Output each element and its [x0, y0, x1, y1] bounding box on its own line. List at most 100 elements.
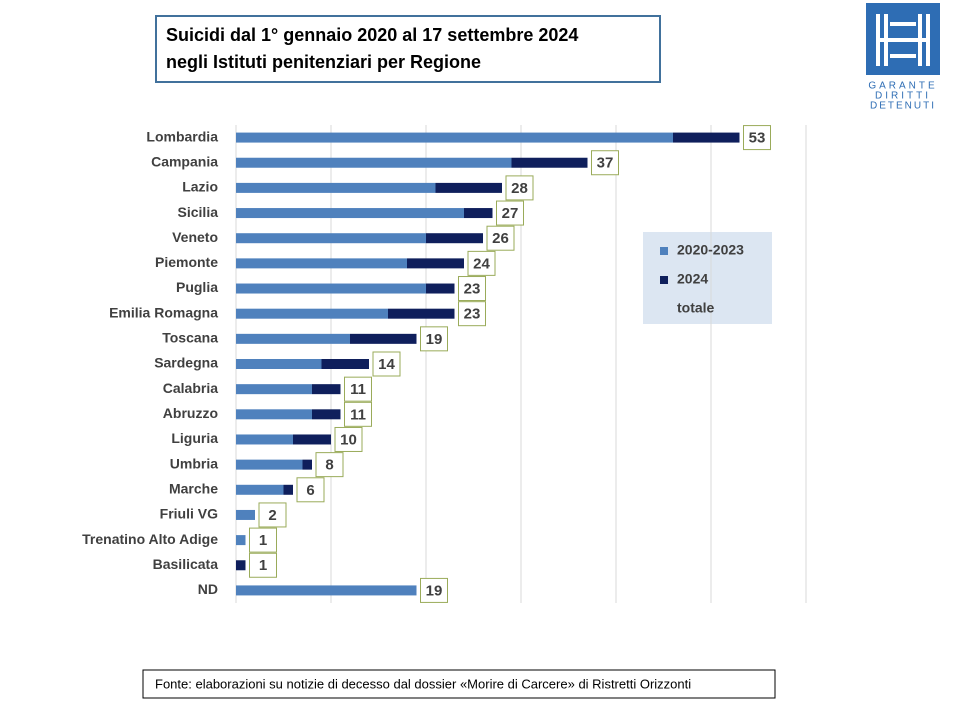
data-label: 2	[268, 507, 276, 524]
data-label: 19	[426, 582, 443, 599]
bar-segment	[236, 509, 255, 520]
bar-segment	[236, 182, 436, 193]
total-box	[486, 225, 515, 251]
legend-marker	[660, 247, 668, 255]
y-tick-label: Sardegna	[154, 355, 218, 371]
bar-segment	[511, 157, 588, 168]
total-box	[315, 452, 344, 478]
bar-segment	[426, 233, 483, 244]
bar-segment	[236, 333, 350, 344]
bar-segment	[435, 182, 502, 193]
source-box	[142, 669, 776, 699]
legend-marker	[660, 276, 668, 284]
legend-label: 2020-2023	[677, 242, 744, 258]
data-label: 53	[749, 130, 766, 147]
bar-segment	[236, 434, 293, 445]
data-label: 24	[473, 255, 490, 272]
bar-segment	[236, 535, 246, 546]
bar-segment	[426, 283, 455, 294]
total-box	[458, 301, 486, 327]
y-tick-label: Umbria	[170, 455, 218, 471]
bar-segment	[236, 560, 246, 571]
data-label: 11	[350, 406, 366, 423]
bar-segment	[236, 484, 284, 495]
bar-segment	[321, 359, 369, 369]
y-tick-label: Marche	[169, 480, 218, 496]
logo-text: GARANTE	[868, 81, 937, 92]
y-tick-label: Liguria	[171, 430, 218, 446]
total-box	[420, 577, 448, 603]
bar-segment	[350, 333, 417, 344]
bar-segment	[236, 283, 426, 294]
total-box	[258, 502, 287, 528]
bar-segment	[283, 484, 293, 495]
y-tick-label: Basilicata	[153, 556, 219, 572]
data-label: 1	[259, 532, 267, 549]
bar-segment	[312, 384, 341, 395]
data-label: 10	[340, 431, 357, 448]
y-tick-label: Puglia	[176, 279, 218, 295]
total-box	[458, 276, 486, 302]
y-tick-label: Lombardia	[146, 128, 218, 144]
total-box	[467, 250, 496, 276]
y-tick-label: Calabria	[163, 380, 218, 396]
y-tick-label: Trenatino Alto Adige	[82, 531, 218, 547]
y-tick-label: Campania	[151, 153, 218, 169]
total-box	[334, 426, 363, 452]
bar-segment	[236, 308, 388, 319]
bar-segment	[236, 585, 417, 596]
bar-segment	[236, 258, 407, 269]
y-tick-label: Abruzzo	[163, 405, 218, 421]
bar-segment	[464, 208, 493, 219]
data-label: 27	[502, 205, 519, 222]
source: Fonte: elaborazioni su notizie di decess…	[155, 676, 691, 691]
total-box	[505, 175, 534, 201]
total-box	[344, 401, 372, 427]
y-tick-label: Lazio	[182, 179, 218, 195]
y-tick-label: Friuli VG	[160, 506, 218, 522]
data-label: 37	[597, 155, 614, 172]
total-box	[249, 527, 277, 553]
data-label: 28	[511, 180, 528, 197]
bar-segment	[236, 459, 303, 470]
total-box	[743, 125, 771, 151]
legend-label: totale	[677, 300, 715, 316]
bar-segment	[236, 359, 322, 369]
bar-segment	[236, 157, 512, 168]
data-label: 1	[259, 557, 267, 574]
data-label: 23	[464, 280, 481, 297]
bar-segment	[236, 233, 426, 244]
bar-segment	[312, 409, 341, 420]
total-box	[344, 376, 372, 402]
data-label: 8	[325, 457, 333, 474]
total-box	[420, 326, 448, 352]
y-tick-label: Piemonte	[155, 254, 218, 270]
bar-segment	[236, 132, 673, 143]
logo-text: DIRITTI	[875, 91, 931, 102]
y-tick-label: ND	[198, 581, 218, 597]
bar-segment	[236, 409, 312, 420]
total-box	[496, 200, 524, 226]
y-tick-label: Emilia Romagna	[109, 304, 218, 320]
logo-text: DETENUTI	[870, 101, 936, 112]
legend-label: 2024	[677, 271, 708, 287]
chart-subtitle: negli Istituti penitenziari per Regione	[166, 52, 481, 72]
y-tick-label: Toscana	[162, 330, 218, 346]
bar-segment	[236, 384, 312, 395]
total-box	[372, 351, 401, 377]
chart-title: Suicidi dal 1° gennaio 2020 al 17 settem…	[166, 25, 578, 45]
logo-mark	[876, 14, 930, 66]
y-tick-label: Sicilia	[178, 204, 219, 220]
bar-segment	[673, 132, 740, 143]
bar-segment	[407, 258, 464, 269]
total-box	[296, 477, 325, 503]
data-label: 26	[492, 230, 509, 247]
data-label: 11	[350, 381, 366, 398]
data-label: 14	[378, 356, 395, 373]
total-box	[591, 150, 619, 176]
title-box	[155, 15, 661, 83]
data-label: 19	[426, 331, 443, 348]
data-label: 23	[464, 306, 481, 323]
bar-segment	[302, 459, 312, 470]
